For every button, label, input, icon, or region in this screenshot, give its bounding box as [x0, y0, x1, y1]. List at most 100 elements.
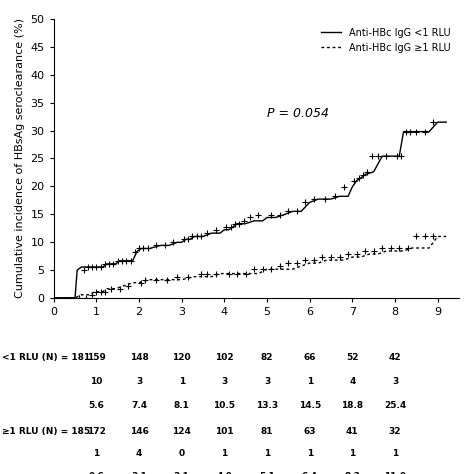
Anti-HBc IgG ≥1 RLU [383, 248, 389, 254]
Anti-HBc IgG ≥1 RLU [130, 280, 136, 285]
Anti-HBc IgG ≥1 RLU [51, 295, 56, 301]
Anti-HBc IgG ≥1 RLU [238, 271, 244, 276]
Text: 3.1: 3.1 [174, 472, 190, 474]
Text: 52: 52 [346, 353, 359, 362]
Text: 6.4: 6.4 [301, 472, 318, 474]
Anti-HBc IgG ≥1 RLU [392, 248, 398, 254]
Anti-HBc IgG ≥1 RLU [200, 274, 206, 280]
Text: 4: 4 [349, 377, 356, 386]
Text: 1: 1 [349, 449, 356, 458]
Legend: Anti-HBc IgG <1 RLU, Anti-HBc IgG ≥1 RLU: Anti-HBc IgG <1 RLU, Anti-HBc IgG ≥1 RLU [318, 24, 454, 56]
Anti-HBc IgG <1 RLU [226, 227, 231, 233]
Anti-HBc IgG ≥1 RLU [255, 271, 261, 276]
Anti-HBc IgG ≥1 RLU [121, 283, 127, 289]
Text: 7.4: 7.4 [131, 401, 147, 410]
Anti-HBc IgG ≥1 RLU [366, 251, 372, 257]
Text: 13.3: 13.3 [256, 401, 278, 410]
Anti-HBc IgG ≥1 RLU [79, 292, 84, 298]
Anti-HBc IgG ≥1 RLU [209, 274, 214, 280]
Anti-HBc IgG ≥1 RLU [273, 266, 278, 272]
Anti-HBc IgG ≥1 RLU [443, 234, 449, 239]
Text: 172: 172 [87, 427, 106, 436]
Anti-HBc IgG <1 RLU [51, 295, 56, 301]
Text: 1: 1 [264, 449, 270, 458]
Text: 120: 120 [173, 353, 191, 362]
Anti-HBc IgG ≥1 RLU [375, 251, 381, 257]
Text: 11.0: 11.0 [384, 472, 406, 474]
Anti-HBc IgG ≥1 RLU [349, 254, 355, 260]
Anti-HBc IgG ≥1 RLU [113, 286, 118, 292]
Anti-HBc IgG <1 RLU [426, 129, 432, 135]
Text: 10.5: 10.5 [213, 401, 236, 410]
Anti-HBc IgG ≥1 RLU [191, 274, 197, 280]
Text: 1: 1 [307, 377, 313, 386]
Anti-HBc IgG <1 RLU [217, 230, 223, 236]
Anti-HBc IgG ≥1 RLU [221, 271, 227, 276]
Anti-HBc IgG <1 RLU [147, 246, 153, 251]
Text: 5.1: 5.1 [259, 472, 275, 474]
Text: 3.1: 3.1 [131, 472, 147, 474]
Anti-HBc IgG ≥1 RLU [332, 257, 338, 263]
Text: ≥1 RLU (N) = 185: ≥1 RLU (N) = 185 [2, 427, 91, 436]
Anti-HBc IgG ≥1 RLU [341, 257, 346, 263]
Y-axis label: Cumulative incidence of HBsAg seroclearance (%): Cumulative incidence of HBsAg serocleara… [15, 18, 25, 299]
Anti-HBc IgG ≥1 RLU [298, 263, 304, 269]
Text: 42: 42 [389, 353, 401, 362]
Text: 14.5: 14.5 [299, 401, 321, 410]
Text: 1: 1 [392, 449, 398, 458]
Text: 41: 41 [346, 427, 359, 436]
Text: 4: 4 [136, 449, 142, 458]
Anti-HBc IgG ≥1 RLU [136, 280, 142, 285]
Text: 8.3: 8.3 [345, 472, 360, 474]
Anti-HBc IgG ≥1 RLU [418, 245, 423, 251]
Text: 81: 81 [261, 427, 273, 436]
Text: 63: 63 [303, 427, 316, 436]
Anti-HBc IgG <1 RLU [443, 119, 449, 125]
Anti-HBc IgG ≥1 RLU [217, 271, 223, 276]
Anti-HBc IgG ≥1 RLU [435, 234, 440, 239]
Anti-HBc IgG ≥1 RLU [401, 248, 406, 254]
Text: 146: 146 [129, 427, 148, 436]
Text: 1: 1 [93, 449, 100, 458]
Anti-HBc IgG <1 RLU [138, 246, 144, 251]
Text: 25.4: 25.4 [384, 401, 406, 410]
Text: 10: 10 [90, 377, 102, 386]
Text: 1: 1 [221, 449, 228, 458]
Anti-HBc IgG <1 RLU [435, 119, 440, 125]
Text: 1: 1 [307, 449, 313, 458]
Anti-HBc IgG ≥1 RLU [104, 286, 110, 292]
Anti-HBc IgG ≥1 RLU [72, 295, 78, 301]
Text: 66: 66 [303, 353, 316, 362]
Anti-HBc IgG ≥1 RLU [100, 289, 106, 295]
Anti-HBc IgG ≥1 RLU [230, 271, 236, 276]
Text: 4.0: 4.0 [217, 472, 232, 474]
Text: 1: 1 [179, 377, 185, 386]
Anti-HBc IgG ≥1 RLU [426, 245, 432, 251]
Text: 32: 32 [389, 427, 401, 436]
Text: 0: 0 [179, 449, 185, 458]
Anti-HBc IgG ≥1 RLU [247, 271, 253, 276]
Text: 102: 102 [215, 353, 234, 362]
Anti-HBc IgG ≥1 RLU [145, 277, 150, 283]
Anti-HBc IgG ≥1 RLU [91, 289, 97, 295]
Anti-HBc IgG ≥1 RLU [170, 277, 176, 283]
Anti-HBc IgG ≥1 RLU [324, 257, 329, 263]
Text: 101: 101 [215, 427, 234, 436]
Text: 3: 3 [392, 377, 398, 386]
Anti-HBc IgG ≥1 RLU [307, 260, 312, 266]
Text: 148: 148 [129, 353, 148, 362]
Text: 5.6: 5.6 [89, 401, 104, 410]
Text: 3: 3 [264, 377, 270, 386]
Text: P = 0.054: P = 0.054 [267, 107, 329, 120]
Line: Anti-HBc IgG <1 RLU: Anti-HBc IgG <1 RLU [54, 122, 446, 298]
Text: 3: 3 [221, 377, 228, 386]
Anti-HBc IgG ≥1 RLU [358, 254, 364, 260]
Text: <1 RLU (N) = 181: <1 RLU (N) = 181 [2, 353, 91, 362]
Text: 0.6: 0.6 [89, 472, 104, 474]
Line: Anti-HBc IgG ≥1 RLU: Anti-HBc IgG ≥1 RLU [54, 237, 446, 298]
Anti-HBc IgG ≥1 RLU [264, 266, 270, 272]
Anti-HBc IgG ≥1 RLU [87, 292, 93, 298]
Text: 82: 82 [261, 353, 273, 362]
Text: 3: 3 [136, 377, 142, 386]
Anti-HBc IgG ≥1 RLU [179, 277, 184, 283]
